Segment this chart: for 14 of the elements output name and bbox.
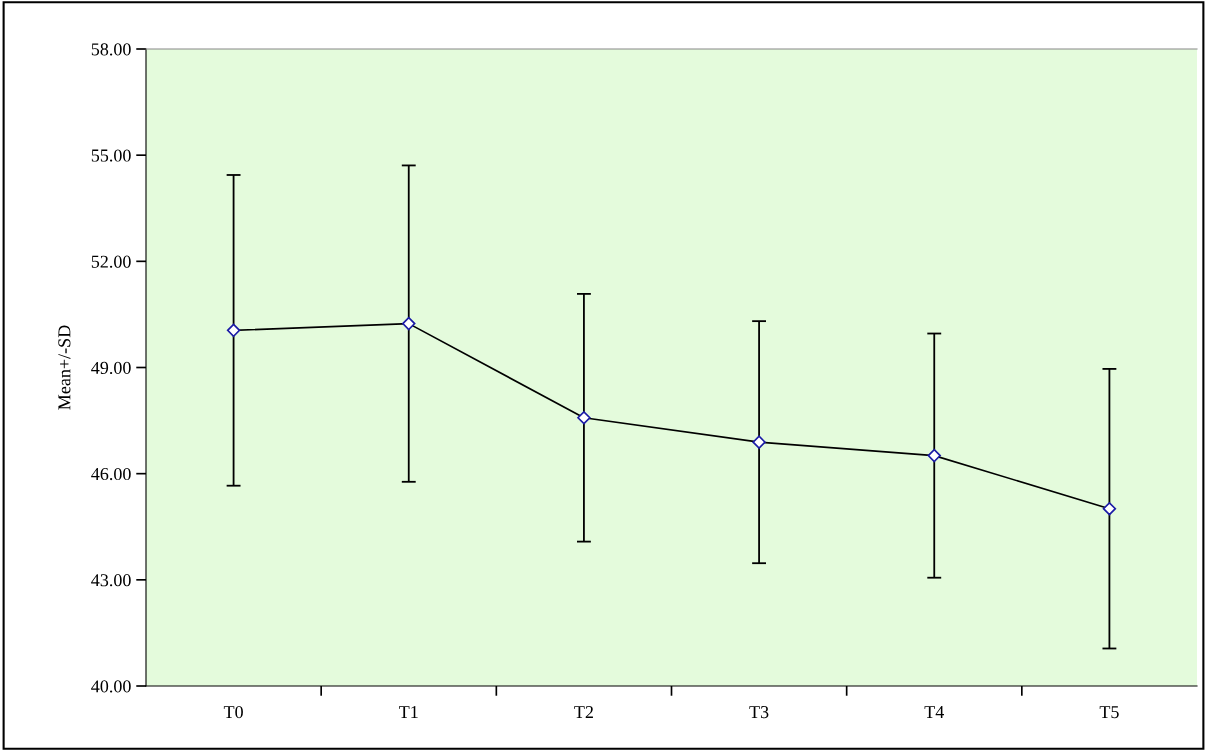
y-tick-label: 40.00 bbox=[91, 680, 131, 693]
y-axis-title: Mean+/-SD bbox=[58, 325, 71, 410]
y-tick-label: 49.00 bbox=[91, 361, 131, 375]
x-tick-label: T5 bbox=[1099, 706, 1119, 719]
x-tick-label: T4 bbox=[924, 706, 944, 718]
x-tick-label: T2 bbox=[574, 706, 593, 718]
x-tick-label: T0 bbox=[223, 705, 243, 719]
x-tick-label: T1 bbox=[399, 706, 418, 718]
y-tick-label: 52.00 bbox=[91, 255, 131, 268]
y-tick-label: 43.00 bbox=[91, 574, 131, 587]
y-tick-label: 58.00 bbox=[91, 43, 131, 56]
y-tick-label: 55.00 bbox=[91, 149, 131, 162]
x-tick-label: T3 bbox=[749, 706, 769, 719]
y-tick-label: 46.00 bbox=[91, 467, 131, 481]
